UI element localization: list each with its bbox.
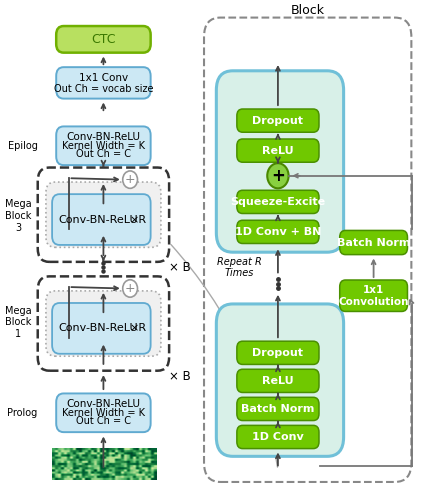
FancyBboxPatch shape	[237, 220, 319, 244]
FancyBboxPatch shape	[237, 109, 319, 132]
Text: Dropout: Dropout	[252, 116, 303, 125]
FancyBboxPatch shape	[237, 341, 319, 365]
Text: Block: Block	[291, 4, 325, 17]
Text: Mega
Block
1: Mega Block 1	[5, 306, 32, 339]
Text: Conv-BN-ReLU: Conv-BN-ReLU	[59, 215, 138, 224]
Text: × B: × B	[168, 261, 190, 274]
Text: +: +	[271, 167, 285, 185]
FancyBboxPatch shape	[52, 303, 151, 354]
Text: × B: × B	[168, 370, 190, 383]
FancyBboxPatch shape	[216, 71, 344, 252]
Text: Out Ch = vocab size: Out Ch = vocab size	[54, 84, 153, 93]
Text: Repeat R
Times: Repeat R Times	[216, 257, 261, 278]
Text: ReLU: ReLU	[262, 146, 294, 155]
Text: 1D Conv + BN: 1D Conv + BN	[235, 227, 321, 237]
FancyBboxPatch shape	[56, 26, 151, 53]
Circle shape	[123, 171, 138, 188]
Text: Conv-BN-ReLU: Conv-BN-ReLU	[59, 323, 138, 334]
Text: CTC: CTC	[91, 33, 116, 46]
FancyBboxPatch shape	[56, 394, 151, 432]
Text: Squeeze-Excite: Squeeze-Excite	[230, 197, 325, 207]
Text: 1D Conv: 1D Conv	[252, 432, 304, 442]
FancyBboxPatch shape	[46, 291, 161, 356]
Text: Dropout: Dropout	[252, 348, 303, 358]
Text: ReLU: ReLU	[262, 376, 294, 386]
Text: Batch Norm: Batch Norm	[241, 404, 315, 414]
FancyBboxPatch shape	[216, 304, 344, 456]
FancyBboxPatch shape	[56, 126, 151, 165]
Text: Batch Norm: Batch Norm	[337, 238, 410, 247]
Text: +: +	[125, 173, 135, 186]
Text: 1x1 Conv: 1x1 Conv	[79, 73, 128, 83]
Text: ×R: ×R	[130, 215, 147, 224]
Text: Conv-BN-ReLU: Conv-BN-ReLU	[66, 399, 141, 409]
Text: ×R: ×R	[130, 323, 147, 334]
FancyBboxPatch shape	[237, 426, 319, 449]
FancyBboxPatch shape	[237, 398, 319, 421]
Text: Conv-BN-ReLU: Conv-BN-ReLU	[66, 132, 141, 142]
FancyBboxPatch shape	[237, 139, 319, 162]
Circle shape	[267, 163, 289, 188]
FancyBboxPatch shape	[340, 280, 408, 311]
Text: Out Ch = C: Out Ch = C	[76, 417, 131, 427]
Text: Prolog: Prolog	[8, 408, 38, 418]
Text: Out Ch = C: Out Ch = C	[76, 150, 131, 159]
Text: 1x1
Convolution: 1x1 Convolution	[338, 285, 409, 307]
FancyBboxPatch shape	[46, 182, 161, 247]
Text: Kernel Width = K: Kernel Width = K	[62, 141, 145, 151]
Circle shape	[123, 280, 138, 297]
FancyBboxPatch shape	[237, 369, 319, 393]
Text: Kernel Width = K: Kernel Width = K	[62, 408, 145, 418]
Text: +: +	[125, 282, 135, 295]
FancyBboxPatch shape	[340, 230, 408, 255]
FancyBboxPatch shape	[237, 190, 319, 214]
FancyBboxPatch shape	[56, 67, 151, 98]
FancyBboxPatch shape	[52, 194, 151, 245]
Text: Mega
Block
3: Mega Block 3	[5, 199, 32, 233]
Text: Epilog: Epilog	[8, 141, 38, 151]
